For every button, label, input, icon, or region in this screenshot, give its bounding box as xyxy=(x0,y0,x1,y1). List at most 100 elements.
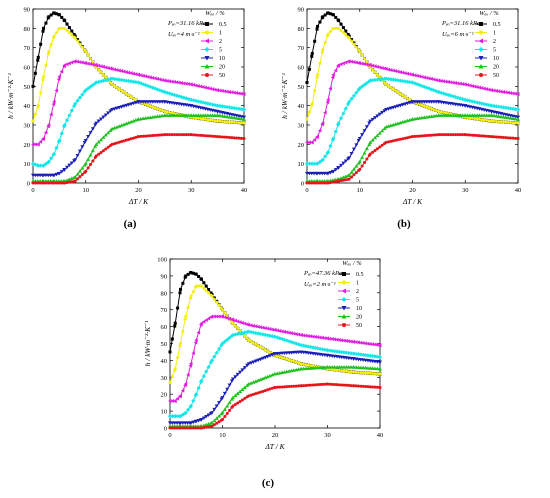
data-point xyxy=(215,421,219,425)
data-point xyxy=(231,377,235,381)
data-point xyxy=(212,314,216,319)
data-point xyxy=(368,119,373,124)
data-point xyxy=(287,358,291,362)
data-point xyxy=(220,119,224,123)
data-point xyxy=(339,163,344,168)
data-point xyxy=(290,359,294,363)
data-point xyxy=(86,166,90,170)
data-point xyxy=(344,383,348,387)
x-tick-label: 30 xyxy=(462,187,469,194)
data-point xyxy=(46,52,50,56)
data-point xyxy=(354,370,358,374)
data-point xyxy=(214,314,219,319)
y-tick-label: 80 xyxy=(24,26,31,33)
data-point xyxy=(491,103,497,109)
data-point xyxy=(292,359,296,363)
data-point xyxy=(38,163,43,168)
data-point xyxy=(217,314,221,319)
data-point xyxy=(511,136,515,140)
data-point xyxy=(165,133,169,137)
data-point xyxy=(328,382,332,386)
data-point xyxy=(44,181,48,185)
data-point xyxy=(496,114,501,118)
data-point xyxy=(67,180,71,184)
data-point xyxy=(375,133,380,137)
data-point xyxy=(306,363,310,367)
data-point xyxy=(72,103,77,108)
legend-marker xyxy=(342,323,346,327)
data-point xyxy=(461,133,465,137)
data-point xyxy=(365,341,370,346)
data-point xyxy=(99,70,103,74)
data-point xyxy=(360,155,365,159)
data-point xyxy=(129,95,133,99)
data-point xyxy=(246,322,251,327)
chart-panel-2: 0 10 20 30 40 50 60 70 80 90 0 10 20 30 40 ΔT / K h / kW… xyxy=(280,7,521,231)
data-point xyxy=(260,376,265,381)
data-point xyxy=(337,26,341,30)
data-point xyxy=(222,339,227,344)
data-point xyxy=(160,109,164,112)
series-5 xyxy=(167,329,383,419)
data-point xyxy=(325,336,329,341)
data-point xyxy=(513,116,518,121)
data-point xyxy=(480,134,484,138)
data-point xyxy=(275,385,279,389)
data-point xyxy=(384,66,388,71)
y-tick-label: 70 xyxy=(24,45,31,52)
data-point xyxy=(184,274,188,278)
y-tick-label: 30 xyxy=(298,123,305,130)
y-tick-label: 80 xyxy=(298,26,305,33)
data-point xyxy=(181,426,185,430)
data-point xyxy=(207,425,211,429)
data-point xyxy=(225,387,230,392)
data-point xyxy=(398,70,402,75)
data-point xyxy=(463,133,467,137)
data-point xyxy=(341,111,346,116)
data-point xyxy=(198,84,203,89)
legend-label: 20 xyxy=(356,315,362,321)
y-tick-label: 10 xyxy=(298,161,305,168)
data-point xyxy=(368,152,372,156)
legend-title: Wₑₒ / % xyxy=(342,260,362,267)
data-point xyxy=(477,117,481,121)
legend-label: 20 xyxy=(493,65,499,71)
data-point xyxy=(315,134,320,139)
data-point xyxy=(179,287,182,291)
data-point xyxy=(289,339,294,345)
data-point xyxy=(222,407,227,411)
data-point xyxy=(239,116,244,121)
data-point xyxy=(69,161,74,165)
data-point xyxy=(242,92,246,97)
data-point xyxy=(333,383,337,387)
data-point xyxy=(347,173,352,177)
data-point xyxy=(59,181,63,185)
data-point xyxy=(267,333,273,338)
data-point xyxy=(162,90,167,95)
data-point xyxy=(134,135,138,139)
data-point xyxy=(386,140,390,144)
data-point xyxy=(196,116,200,120)
data-point xyxy=(306,383,310,387)
data-point xyxy=(484,87,489,92)
annotation: Uₑₒ=2 m·s⁻¹ xyxy=(304,281,336,288)
data-point xyxy=(131,136,135,140)
data-point xyxy=(235,319,240,324)
data-point xyxy=(377,354,383,360)
data-point xyxy=(73,36,77,40)
data-point xyxy=(163,109,167,113)
data-point xyxy=(73,158,78,162)
data-point xyxy=(313,39,317,43)
data-point xyxy=(249,361,254,365)
data-point xyxy=(299,384,303,388)
data-point xyxy=(189,361,193,366)
data-point xyxy=(330,337,334,342)
data-point xyxy=(194,419,199,424)
data-point xyxy=(196,133,200,137)
data-point xyxy=(204,318,208,323)
data-point xyxy=(232,120,236,124)
data-point xyxy=(405,96,409,100)
data-point xyxy=(431,88,436,93)
data-point xyxy=(236,116,241,120)
data-point xyxy=(446,79,450,84)
